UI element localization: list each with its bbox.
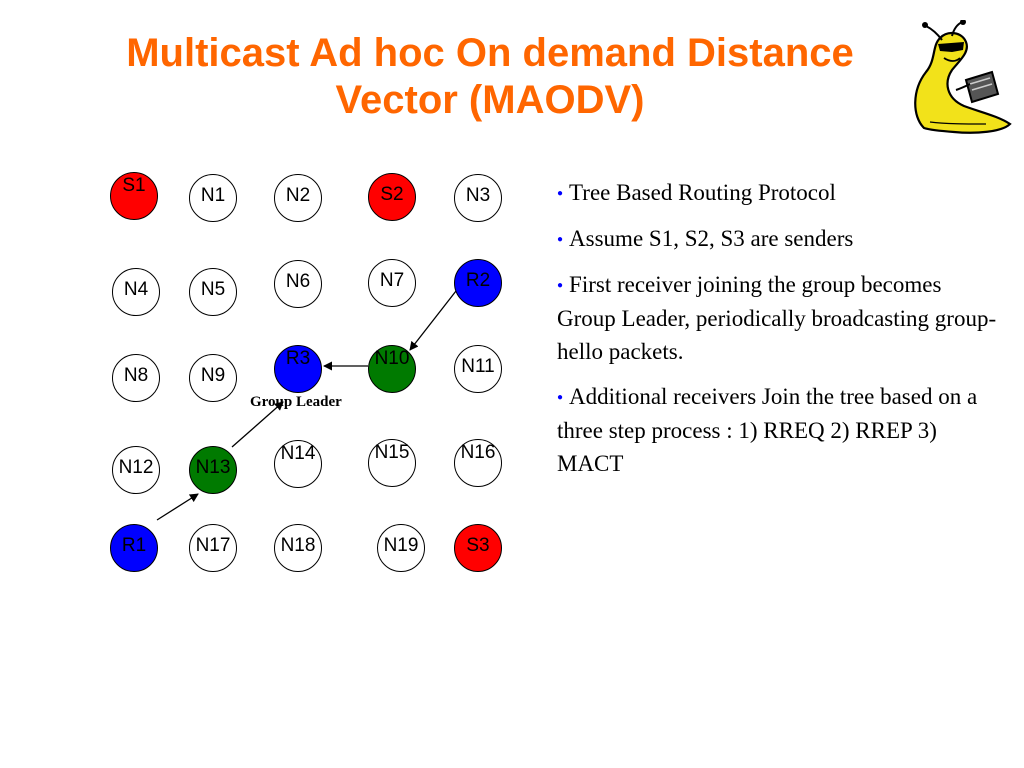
node-r3: R3 [274, 345, 322, 393]
node-label-n15: N15 [374, 442, 410, 463]
node-label-n2: N2 [285, 185, 311, 206]
bullet-dot-icon: ● [557, 188, 564, 199]
bullet-text: Additional receivers Join the tree based… [557, 384, 978, 476]
slide-title-line-1: Multicast Ad hoc On demand Distance [126, 31, 854, 75]
node-label-r1: R1 [121, 535, 147, 556]
node-label-n14: N14 [280, 443, 316, 464]
node-n6: N6 [274, 260, 322, 308]
node-n1: N1 [189, 174, 237, 222]
bullet-text: Assume S1, S2, S3 are senders [569, 226, 854, 251]
bullet-text: Tree Based Routing Protocol [569, 180, 836, 205]
bullet-item: ● Tree Based Routing Protocol [557, 176, 997, 210]
node-label-n13: N13 [195, 457, 231, 478]
node-n14: N14 [274, 440, 322, 488]
node-n13: N13 [189, 446, 237, 494]
node-n16: N16 [454, 439, 502, 487]
node-label-n10: N10 [374, 348, 410, 369]
node-s2: S2 [368, 173, 416, 221]
node-n10: N10 [368, 345, 416, 393]
link-r2-to-n10 [409, 290, 457, 351]
node-label-n5: N5 [200, 279, 226, 300]
network-diagram: S1 N1 N2 S2 N3 N4 N5 N6 N7 R2 N8 N9 R3 N… [0, 0, 560, 620]
node-label-n18: N18 [280, 535, 316, 556]
node-n2: N2 [274, 174, 322, 222]
node-label-n16: N16 [460, 442, 496, 463]
node-n17: N17 [189, 524, 237, 572]
node-r1: R1 [110, 524, 158, 572]
bullet-item: ● First receiver joining the group become… [557, 268, 997, 368]
node-s1: S1 [110, 172, 158, 220]
bullet-dot-icon: ● [557, 280, 564, 291]
node-label-s1: S1 [122, 175, 146, 196]
link-r1-to-n13 [156, 493, 199, 521]
node-n8: N8 [112, 354, 160, 402]
node-n15: N15 [368, 439, 416, 487]
bullet-dot-icon: ● [557, 392, 564, 403]
slide-title: Multicast Ad hoc On demand Distance Vect… [40, 30, 940, 124]
node-n11: N11 [454, 345, 502, 393]
node-n18: N18 [274, 524, 322, 572]
node-n7: N7 [368, 259, 416, 307]
group-leader-label: Group Leader [250, 394, 342, 410]
node-label-n6: N6 [285, 271, 311, 292]
bullet-text: First receiver joining the group becomes… [557, 272, 997, 364]
node-n5: N5 [189, 268, 237, 316]
node-label-r2: R2 [465, 270, 491, 291]
bullet-item: ● Additional receivers Join the tree base… [557, 380, 997, 480]
node-label-n4: N4 [123, 279, 149, 300]
node-label-n19: N19 [383, 535, 419, 556]
node-label-n7: N7 [379, 270, 405, 291]
node-r2: R2 [454, 259, 502, 307]
node-label-s3: S3 [466, 535, 490, 556]
node-label-n1: N1 [200, 185, 226, 206]
node-n19: N19 [377, 524, 425, 572]
node-n4: N4 [112, 268, 160, 316]
bullet-item: ● Assume S1, S2, S3 are senders [557, 222, 997, 256]
bullet-list: ● Tree Based Routing Protocol ● Assume S1,… [557, 176, 997, 492]
node-label-n3: N3 [465, 185, 491, 206]
slug-mascot-icon [914, 20, 1012, 134]
node-s3: S3 [454, 524, 502, 572]
node-label-n9: N9 [200, 365, 226, 386]
bullet-dot-icon: ● [557, 234, 564, 245]
node-label-n12: N12 [118, 457, 154, 478]
node-label-n17: N17 [195, 535, 231, 556]
node-label-s2: S2 [380, 184, 404, 205]
node-n9: N9 [189, 354, 237, 402]
node-n12: N12 [112, 446, 160, 494]
node-n3: N3 [454, 174, 502, 222]
node-label-r3: R3 [285, 348, 311, 369]
slide-title-line-2: Vector (MAODV) [335, 78, 645, 122]
node-label-n11: N11 [461, 356, 495, 377]
node-label-n8: N8 [123, 365, 149, 386]
